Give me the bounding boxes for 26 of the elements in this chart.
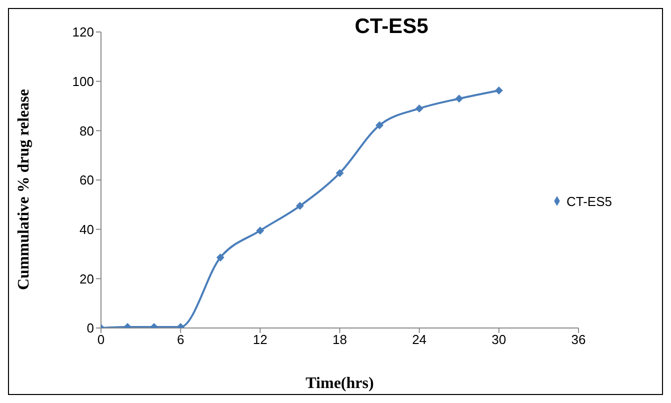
x-tick-label: 6 bbox=[176, 332, 184, 348]
x-tick-label: 12 bbox=[252, 332, 268, 348]
chart-title: CT-ES5 bbox=[354, 15, 430, 39]
y-tick-label: 20 bbox=[80, 271, 94, 286]
y-tick-label: 40 bbox=[80, 222, 94, 237]
point bbox=[296, 202, 304, 210]
point bbox=[494, 86, 503, 94]
x-tick-label: 18 bbox=[332, 332, 347, 348]
y-tick-label: 60 bbox=[80, 172, 94, 188]
x-tick-label: 30 bbox=[492, 332, 506, 348]
point bbox=[216, 253, 224, 262]
y-axis-title: Cummulative % drug release bbox=[16, 88, 33, 290]
point bbox=[376, 121, 384, 130]
x-tick-label: 0 bbox=[97, 332, 105, 348]
point bbox=[256, 226, 264, 235]
point bbox=[415, 104, 424, 112]
legend-label: CT-ES5 bbox=[566, 194, 612, 208]
point bbox=[336, 169, 344, 178]
y-tick-label: 120 bbox=[72, 24, 94, 40]
y-tick-label: 80 bbox=[80, 123, 94, 138]
x-tick-label: 24 bbox=[412, 332, 427, 348]
x-axis-title: Time(hrs) bbox=[306, 375, 374, 392]
point bbox=[455, 94, 464, 103]
y-tick-label: 100 bbox=[72, 74, 94, 89]
x-tick-label: 36 bbox=[571, 332, 586, 348]
y-tick-label: 0 bbox=[86, 320, 94, 336]
